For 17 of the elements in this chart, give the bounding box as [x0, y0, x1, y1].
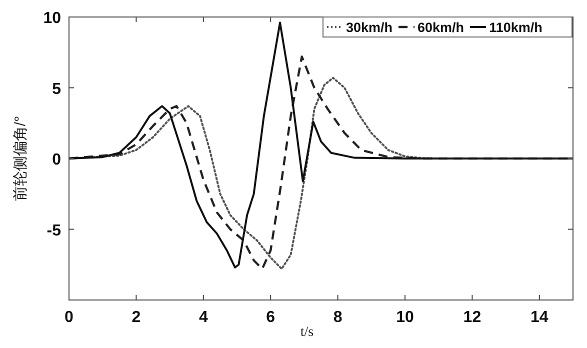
x-tick-label: 8 — [333, 309, 342, 326]
legend-label: 60km/h — [418, 20, 464, 35]
y-tick-label: -5 — [46, 222, 62, 240]
x-tick-label: 0 — [64, 309, 74, 326]
x-tick-label: 2 — [132, 309, 141, 326]
x-tick-label: 12 — [463, 309, 482, 326]
y-tick-label: 10 — [43, 10, 62, 27]
x-axis-title: t/s — [300, 325, 314, 340]
x-tick-label: 6 — [266, 309, 276, 326]
x-tick-label: 4 — [198, 309, 208, 326]
legend-label: 110km/h — [489, 20, 542, 35]
y-axis-title: 前轮侧偏角/° — [12, 116, 29, 202]
y-tick-label: 5 — [52, 80, 62, 98]
x-tick-label: 10 — [396, 309, 414, 326]
legend-label: 30km/h — [346, 20, 393, 35]
x-tick-label: 14 — [530, 309, 548, 326]
y-tick-label: 0 — [52, 152, 62, 168]
